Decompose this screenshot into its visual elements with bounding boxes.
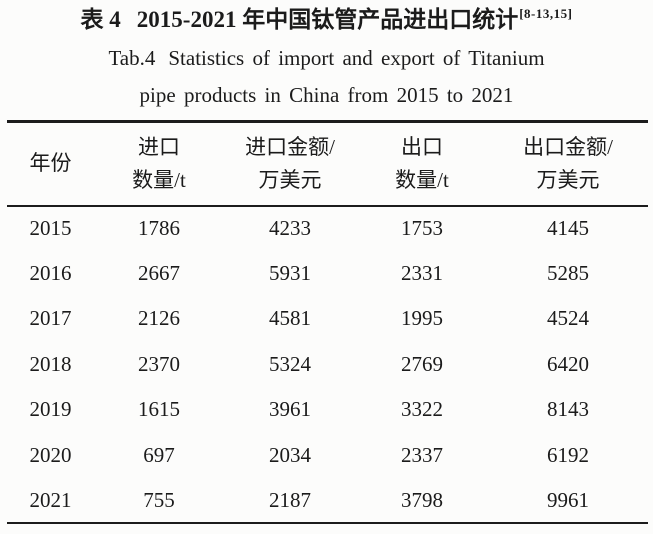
cell-import-value: 3961 [269, 397, 311, 422]
table-title-en-line2: pipe products in China from 2015 to 2021 [139, 83, 514, 107]
cell-import-qty: 2370 [138, 351, 180, 376]
cell-export-qty: 1753 [401, 216, 443, 241]
cell-year: 2018 [29, 351, 72, 376]
cell-import-value: 2034 [269, 442, 311, 467]
table-row: 2021 755 2187 3798 9961 [7, 478, 648, 523]
cell-import-qty: 755 [143, 487, 175, 512]
table-title-en-line1: Tab.4 Statistics of import and export of … [0, 46, 653, 70]
col-header-import-qty-line2: 数量/t [132, 167, 186, 192]
table-header-row: 年份 进口 数量/t 进口金额/ 万美元 出口 数量/t 出口金额/ 万美元 [7, 122, 648, 206]
col-header-import-value-line1: 进口金额/ [245, 134, 335, 159]
cell-export-qty: 2337 [401, 442, 443, 467]
col-header-export-qty-line1: 出口 [401, 134, 443, 159]
table-row: 2018 2370 5324 2769 6420 [7, 342, 648, 387]
table-row: 2020 697 2034 2337 6192 [7, 432, 648, 477]
col-header-import-qty: 进口 数量/t [94, 122, 224, 206]
cell-export-value: 8143 [547, 397, 589, 422]
col-header-export-qty-line2: 数量/t [395, 167, 449, 192]
cell-export-value: 5285 [547, 261, 589, 286]
table-row: 2015 1786 4233 1753 4145 [7, 206, 648, 251]
cell-export-qty: 2769 [401, 351, 443, 376]
cell-year: 2015 [29, 216, 72, 241]
cell-import-qty: 2126 [138, 306, 180, 331]
cell-export-value: 4524 [547, 306, 589, 331]
import-export-table: 年份 进口 数量/t 进口金额/ 万美元 出口 数量/t 出口金额/ 万美元 [7, 120, 648, 525]
table-number-zh: 表 4 [80, 7, 121, 32]
cell-import-value: 4233 [269, 216, 311, 241]
col-header-import-qty-line1: 进口 [138, 134, 180, 159]
table-title-zh-text: 2015-2021 年中国钛管产品进出口统计 [136, 7, 519, 32]
col-header-year-label: 年份 [29, 151, 72, 176]
cell-import-value: 5931 [269, 261, 311, 286]
col-header-export-value: 出口金额/ 万美元 [488, 122, 648, 206]
col-header-export-value-line2: 万美元 [536, 167, 600, 192]
cell-import-value: 4581 [269, 306, 311, 331]
cell-import-qty: 1786 [138, 216, 180, 241]
table-row: 2017 2126 4581 1995 4524 [7, 296, 648, 341]
citation-superscript: [8-13,15] [519, 6, 573, 21]
cell-export-value: 4145 [547, 216, 589, 241]
cell-year: 2017 [29, 306, 72, 331]
cell-export-qty: 2331 [401, 261, 443, 286]
table-title-en-text: Statistics of import and export of Titan… [168, 46, 545, 70]
col-header-export-value-line1: 出口金额/ [523, 134, 613, 159]
cell-year: 2020 [29, 442, 72, 467]
col-header-import-value: 进口金额/ 万美元 [224, 122, 356, 206]
cell-import-qty: 2667 [138, 261, 180, 286]
table-row: 2016 2667 5931 2331 5285 [7, 251, 648, 296]
table-title-zh: 表 4 2015-2021 年中国钛管产品进出口统计[8-13,15] [0, 0, 653, 37]
cell-year: 2021 [29, 487, 72, 512]
cell-export-value: 9961 [547, 487, 589, 512]
cell-export-qty: 1995 [401, 306, 443, 331]
cell-import-qty: 1615 [138, 397, 180, 422]
cell-export-value: 6192 [547, 442, 589, 467]
col-header-import-value-line2: 万美元 [258, 167, 322, 192]
col-header-export-qty: 出口 数量/t [356, 122, 488, 206]
cell-import-qty: 697 [143, 442, 175, 467]
cell-export-qty: 3322 [401, 397, 443, 422]
cell-year: 2019 [29, 397, 72, 422]
table-row: 2019 1615 3961 3322 8143 [7, 387, 648, 432]
cell-import-value: 2187 [269, 487, 311, 512]
cell-year: 2016 [29, 261, 72, 286]
cell-export-qty: 3798 [401, 487, 443, 512]
col-header-year: 年份 [7, 122, 94, 206]
cell-import-value: 5324 [269, 351, 311, 376]
table-number-en: Tab.4 [108, 46, 156, 70]
cell-export-value: 6420 [547, 351, 589, 376]
